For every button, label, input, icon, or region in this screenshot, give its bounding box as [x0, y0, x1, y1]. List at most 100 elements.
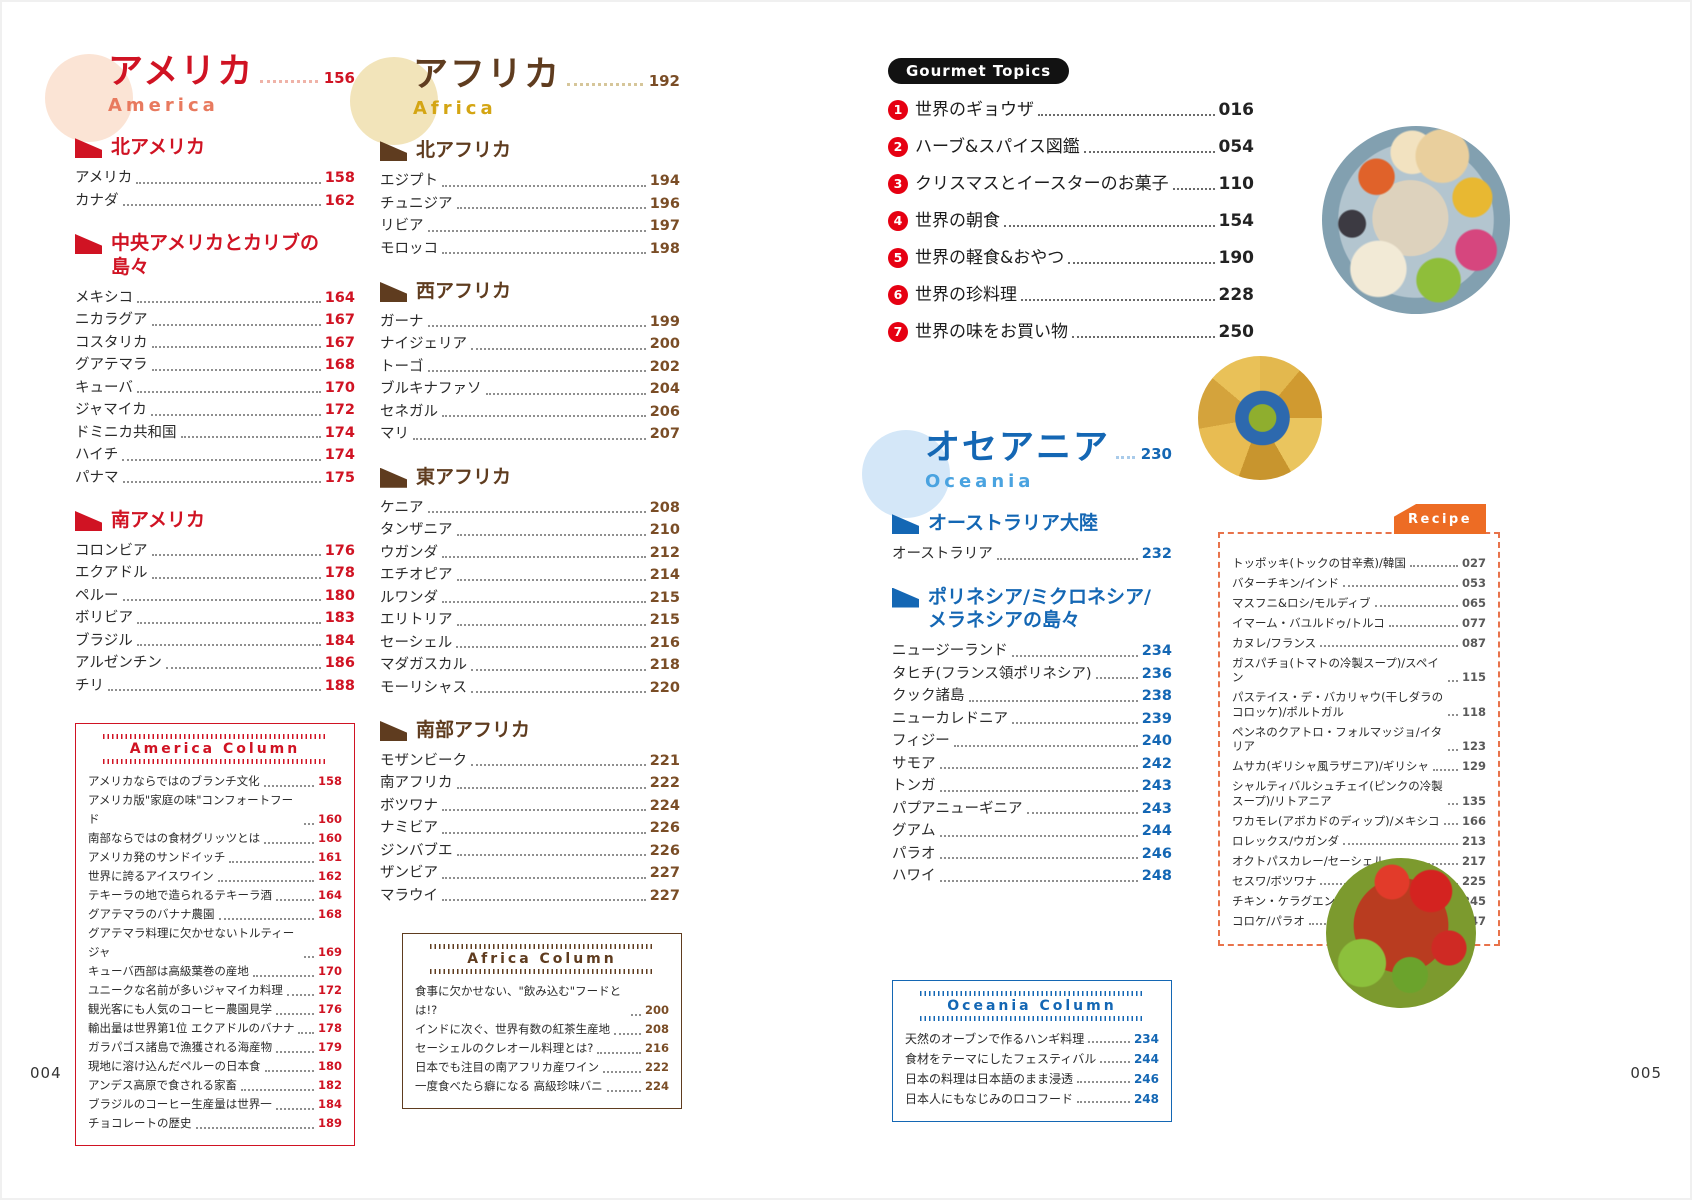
toc-entry[interactable]: ウガンダ 212: [380, 542, 680, 565]
toc-entry[interactable]: マラウイ 227: [380, 885, 680, 908]
toc-entry[interactable]: 天然のオーブンで作るハンギ料理 234: [905, 1029, 1159, 1049]
toc-entry[interactable]: グアテマラのバナナ農園 168: [88, 905, 342, 924]
toc-entry[interactable]: グアテマラ 168: [75, 354, 355, 377]
toc-entry[interactable]: ナイジェリア 200: [380, 333, 680, 356]
toc-entry[interactable]: コスタリカ 167: [75, 332, 355, 355]
toc-entry[interactable]: 輸出量は世界第1位 エクアドルのバナナ 178: [88, 1019, 342, 1038]
toc-entry[interactable]: 観光客にも人気のコーヒー農園見学 176: [88, 1000, 342, 1019]
toc-entry[interactable]: ボリビア 183: [75, 607, 355, 630]
toc-entry[interactable]: ボツワナ 224: [380, 795, 680, 818]
toc-entry[interactable]: トンガ 243: [892, 775, 1172, 798]
toc-entry[interactable]: グアム 244: [892, 820, 1172, 843]
toc-entry[interactable]: ドミニカ共和国 174: [75, 422, 355, 445]
toc-entry[interactable]: 南アフリカ 222: [380, 772, 680, 795]
toc-entry[interactable]: サモア 242: [892, 753, 1172, 776]
toc-entry[interactable]: ニュージーランド 234: [892, 640, 1172, 663]
toc-entry[interactable]: ルワンダ 215: [380, 587, 680, 610]
toc-entry[interactable]: クック諸島 238: [892, 685, 1172, 708]
toc-entry[interactable]: タンザニア 210: [380, 519, 680, 542]
toc-entry[interactable]: ブルキナファソ 204: [380, 378, 680, 401]
toc-entry[interactable]: ザンビア 227: [380, 862, 680, 885]
toc-entry[interactable]: タヒチ(フランス領ポリネシア) 236: [892, 663, 1172, 686]
toc-entry[interactable]: ワカモレ(アボカドのディップ)/メキシコ 166: [1232, 814, 1486, 829]
toc-entry[interactable]: ブラジル 184: [75, 630, 355, 653]
toc-entry[interactable]: ガスパチョ(トマトの冷製スープ)/スペイン 115: [1232, 656, 1486, 685]
toc-entry[interactable]: ニカラグア 167: [75, 309, 355, 332]
oceania-page-number[interactable]: 230: [1140, 445, 1172, 464]
toc-entry[interactable]: ジャマイカ 172: [75, 399, 355, 422]
toc-entry[interactable]: エジプト 194: [380, 170, 680, 193]
toc-entry[interactable]: 南部ならではの食材グリッツとは 160: [88, 829, 342, 848]
toc-entry[interactable]: ケニア 208: [380, 497, 680, 520]
toc-entry[interactable]: マスフニ&ロシ/モルディブ 065: [1232, 596, 1486, 611]
toc-entry[interactable]: 2 ハーブ&スパイス図鑑 054: [888, 136, 1254, 158]
toc-entry[interactable]: アメリカ版"家庭の味"コンフォートフード 160: [88, 791, 342, 829]
toc-entry[interactable]: モザンビーク 221: [380, 750, 680, 773]
toc-entry[interactable]: ハイチ 174: [75, 444, 355, 467]
toc-entry[interactable]: メキシコ 164: [75, 287, 355, 310]
america-page-number[interactable]: 156: [323, 69, 355, 88]
toc-entry[interactable]: 6 世界の珍料理 228: [888, 284, 1254, 306]
toc-entry[interactable]: チョコレートの歴史 189: [88, 1114, 342, 1133]
toc-entry[interactable]: マダガスカル 218: [380, 654, 680, 677]
toc-entry[interactable]: ハワイ 248: [892, 865, 1172, 888]
toc-entry[interactable]: アメリカ発のサンドイッチ 161: [88, 848, 342, 867]
toc-entry[interactable]: モロッコ 198: [380, 238, 680, 261]
toc-entry[interactable]: パステイス・デ・バカリャウ(干しダラのコロッケ)/ポルトガル 118: [1232, 690, 1486, 719]
toc-entry[interactable]: ジンバブエ 226: [380, 840, 680, 863]
toc-entry[interactable]: イマーム・バユルドゥ/トルコ 077: [1232, 616, 1486, 631]
toc-entry[interactable]: 日本でも注目の南アフリカ産ワイン 222: [415, 1058, 669, 1077]
toc-entry[interactable]: セーシェルのクレオール料理とは? 216: [415, 1039, 669, 1058]
toc-entry[interactable]: キューバ西部は高級葉巻の産地 170: [88, 962, 342, 981]
toc-entry[interactable]: エチオピア 214: [380, 564, 680, 587]
toc-entry[interactable]: インドに次ぐ、世界有数の紅茶生産地 208: [415, 1020, 669, 1039]
toc-entry[interactable]: バターチキン/インド 053: [1232, 576, 1486, 591]
toc-entry[interactable]: 4 世界の朝食 154: [888, 210, 1254, 232]
africa-page-number[interactable]: 192: [648, 72, 680, 91]
toc-entry[interactable]: 日本人にもなじみのロコフード 248: [905, 1089, 1159, 1109]
toc-entry[interactable]: リビア 197: [380, 215, 680, 238]
toc-entry[interactable]: ニューカレドニア 239: [892, 708, 1172, 731]
toc-entry[interactable]: シャルティバルシュチェイ(ピンクの冷製スープ)/リトアニア 135: [1232, 779, 1486, 808]
toc-entry[interactable]: 世界に誇るアイスワイン 162: [88, 867, 342, 886]
toc-entry[interactable]: 7 世界の味をお買い物 250: [888, 321, 1254, 343]
toc-entry[interactable]: コロンビア 176: [75, 540, 355, 563]
toc-entry[interactable]: パナマ 175: [75, 467, 355, 490]
toc-entry[interactable]: フィジー 240: [892, 730, 1172, 753]
toc-entry[interactable]: アメリカ 158: [75, 167, 355, 190]
toc-entry[interactable]: ガラパゴス諸島で漁獲される海産物 179: [88, 1038, 342, 1057]
toc-entry[interactable]: カヌレ/フランス 087: [1232, 636, 1486, 651]
toc-entry[interactable]: オクトパスカレー/セーシェル 217: [1232, 854, 1486, 869]
toc-entry[interactable]: エクアドル 178: [75, 562, 355, 585]
toc-entry[interactable]: ムサカ(ギリシャ風ラザニア)/ギリシャ 129: [1232, 759, 1486, 774]
toc-entry[interactable]: 日本の料理は日本語のまま浸透 246: [905, 1069, 1159, 1089]
toc-entry[interactable]: アンデス高原で食される家畜 182: [88, 1076, 342, 1095]
toc-entry[interactable]: カナダ 162: [75, 190, 355, 213]
toc-entry[interactable]: 1 世界のギョウザ 016: [888, 99, 1254, 121]
toc-entry[interactable]: トッポッキ(トックの甘辛煮)/韓国 027: [1232, 556, 1486, 571]
toc-entry[interactable]: ペルー 180: [75, 585, 355, 608]
toc-entry[interactable]: ロレックス/ウガンダ 213: [1232, 834, 1486, 849]
toc-entry[interactable]: ナミビア 226: [380, 817, 680, 840]
toc-entry[interactable]: アメリカならではのブランチ文化 158: [88, 772, 342, 791]
toc-entry[interactable]: ガーナ 199: [380, 311, 680, 334]
toc-entry[interactable]: ペンネのクアトロ・フォルマッジョ/イタリア 123: [1232, 725, 1486, 754]
toc-entry[interactable]: チリ 188: [75, 675, 355, 698]
toc-entry[interactable]: オーストラリア 232: [892, 543, 1172, 566]
toc-entry[interactable]: パプアニューギニア 243: [892, 798, 1172, 821]
toc-entry[interactable]: マリ 207: [380, 423, 680, 446]
toc-entry[interactable]: セーシェル 216: [380, 632, 680, 655]
toc-entry[interactable]: 3 クリスマスとイースターのお菓子 110: [888, 173, 1254, 195]
toc-entry[interactable]: アルゼンチン 186: [75, 652, 355, 675]
toc-entry[interactable]: パラオ 246: [892, 843, 1172, 866]
toc-entry[interactable]: 食材をテーマにしたフェスティバル 244: [905, 1049, 1159, 1069]
toc-entry[interactable]: トーゴ 202: [380, 356, 680, 379]
toc-entry[interactable]: モーリシャス 220: [380, 677, 680, 700]
toc-entry[interactable]: グアテマラ料理に欠かせないトルティージャ 169: [88, 924, 342, 962]
toc-entry[interactable]: 5 世界の軽食&おやつ 190: [888, 247, 1254, 269]
toc-entry[interactable]: ユニークな名前が多いジャマイカ料理 172: [88, 981, 342, 1000]
toc-entry[interactable]: キューバ 170: [75, 377, 355, 400]
toc-entry[interactable]: ブラジルのコーヒー生産量は世界一 184: [88, 1095, 342, 1114]
toc-entry[interactable]: エリトリア 215: [380, 609, 680, 632]
toc-entry[interactable]: 食事に欠かせない、"飲み込む"フードとは!? 200: [415, 982, 669, 1020]
